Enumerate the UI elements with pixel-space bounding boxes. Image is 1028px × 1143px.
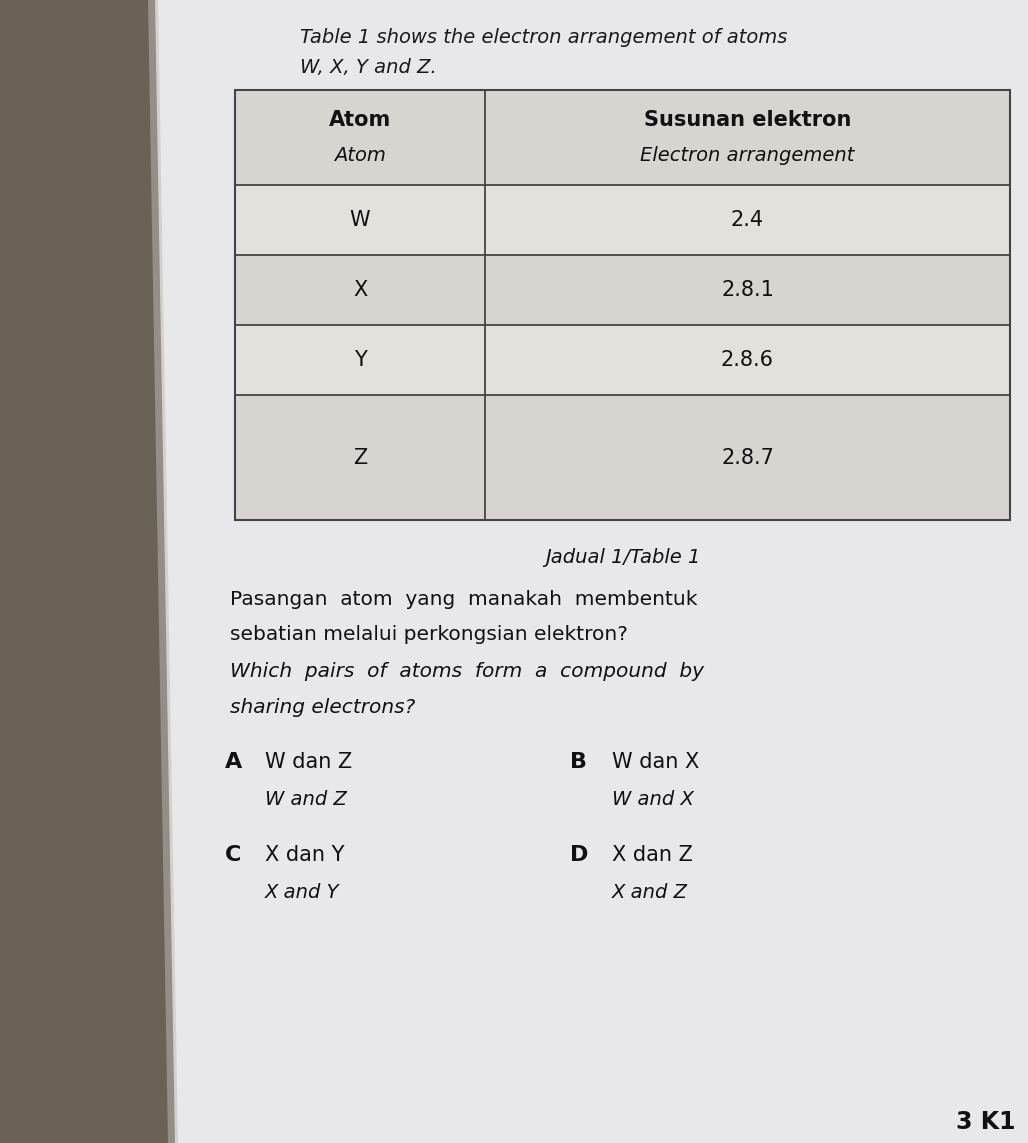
Bar: [235, 90, 1009, 520]
Text: Susunan elektron: Susunan elektron: [644, 110, 851, 129]
Text: Y: Y: [354, 350, 366, 370]
Text: W dan X: W dan X: [612, 752, 699, 772]
Bar: [235, 90, 1009, 520]
Text: Table 1 shows the electron arrangement of atoms: Table 1 shows the electron arrangement o…: [300, 27, 787, 47]
Polygon shape: [155, 0, 1028, 1143]
Text: X dan Z: X dan Z: [612, 845, 693, 865]
Bar: [235, 90, 1009, 185]
Text: 2.8.1: 2.8.1: [721, 280, 774, 299]
Text: W dan Z: W dan Z: [265, 752, 353, 772]
Text: W, X, Y and Z.: W, X, Y and Z.: [300, 58, 437, 77]
Text: W and X: W and X: [612, 790, 694, 809]
Text: Atom: Atom: [334, 146, 386, 165]
Text: D: D: [570, 845, 588, 865]
Text: 2.8.6: 2.8.6: [721, 350, 774, 370]
Text: X dan Y: X dan Y: [265, 845, 344, 865]
Text: W: W: [350, 210, 370, 230]
Text: sebatian melalui perkongsian elektron?: sebatian melalui perkongsian elektron?: [230, 625, 628, 644]
Text: Which  pairs  of  atoms  form  a  compound  by: Which pairs of atoms form a compound by: [230, 662, 704, 681]
Bar: [235, 255, 1009, 325]
Text: X and Z: X and Z: [612, 884, 688, 902]
Text: X and Y: X and Y: [265, 884, 339, 902]
Text: 3 K1: 3 K1: [955, 1110, 1015, 1134]
Text: B: B: [570, 752, 587, 772]
Text: sharing electrons?: sharing electrons?: [230, 698, 415, 717]
Polygon shape: [148, 0, 178, 1143]
Text: W and Z: W and Z: [265, 790, 346, 809]
Bar: [235, 325, 1009, 395]
Bar: [235, 185, 1009, 255]
Text: 2.8.7: 2.8.7: [721, 448, 774, 467]
Text: Jadual 1/Table 1: Jadual 1/Table 1: [545, 547, 700, 567]
Text: A: A: [225, 752, 243, 772]
Text: X: X: [353, 280, 367, 299]
Text: Pasangan  atom  yang  manakah  membentuk: Pasangan atom yang manakah membentuk: [230, 590, 698, 609]
Bar: [235, 395, 1009, 520]
Text: C: C: [225, 845, 242, 865]
Text: Atom: Atom: [329, 110, 391, 129]
Text: Z: Z: [353, 448, 367, 467]
Text: 2.4: 2.4: [731, 210, 764, 230]
Text: Electron arrangement: Electron arrangement: [640, 146, 854, 165]
